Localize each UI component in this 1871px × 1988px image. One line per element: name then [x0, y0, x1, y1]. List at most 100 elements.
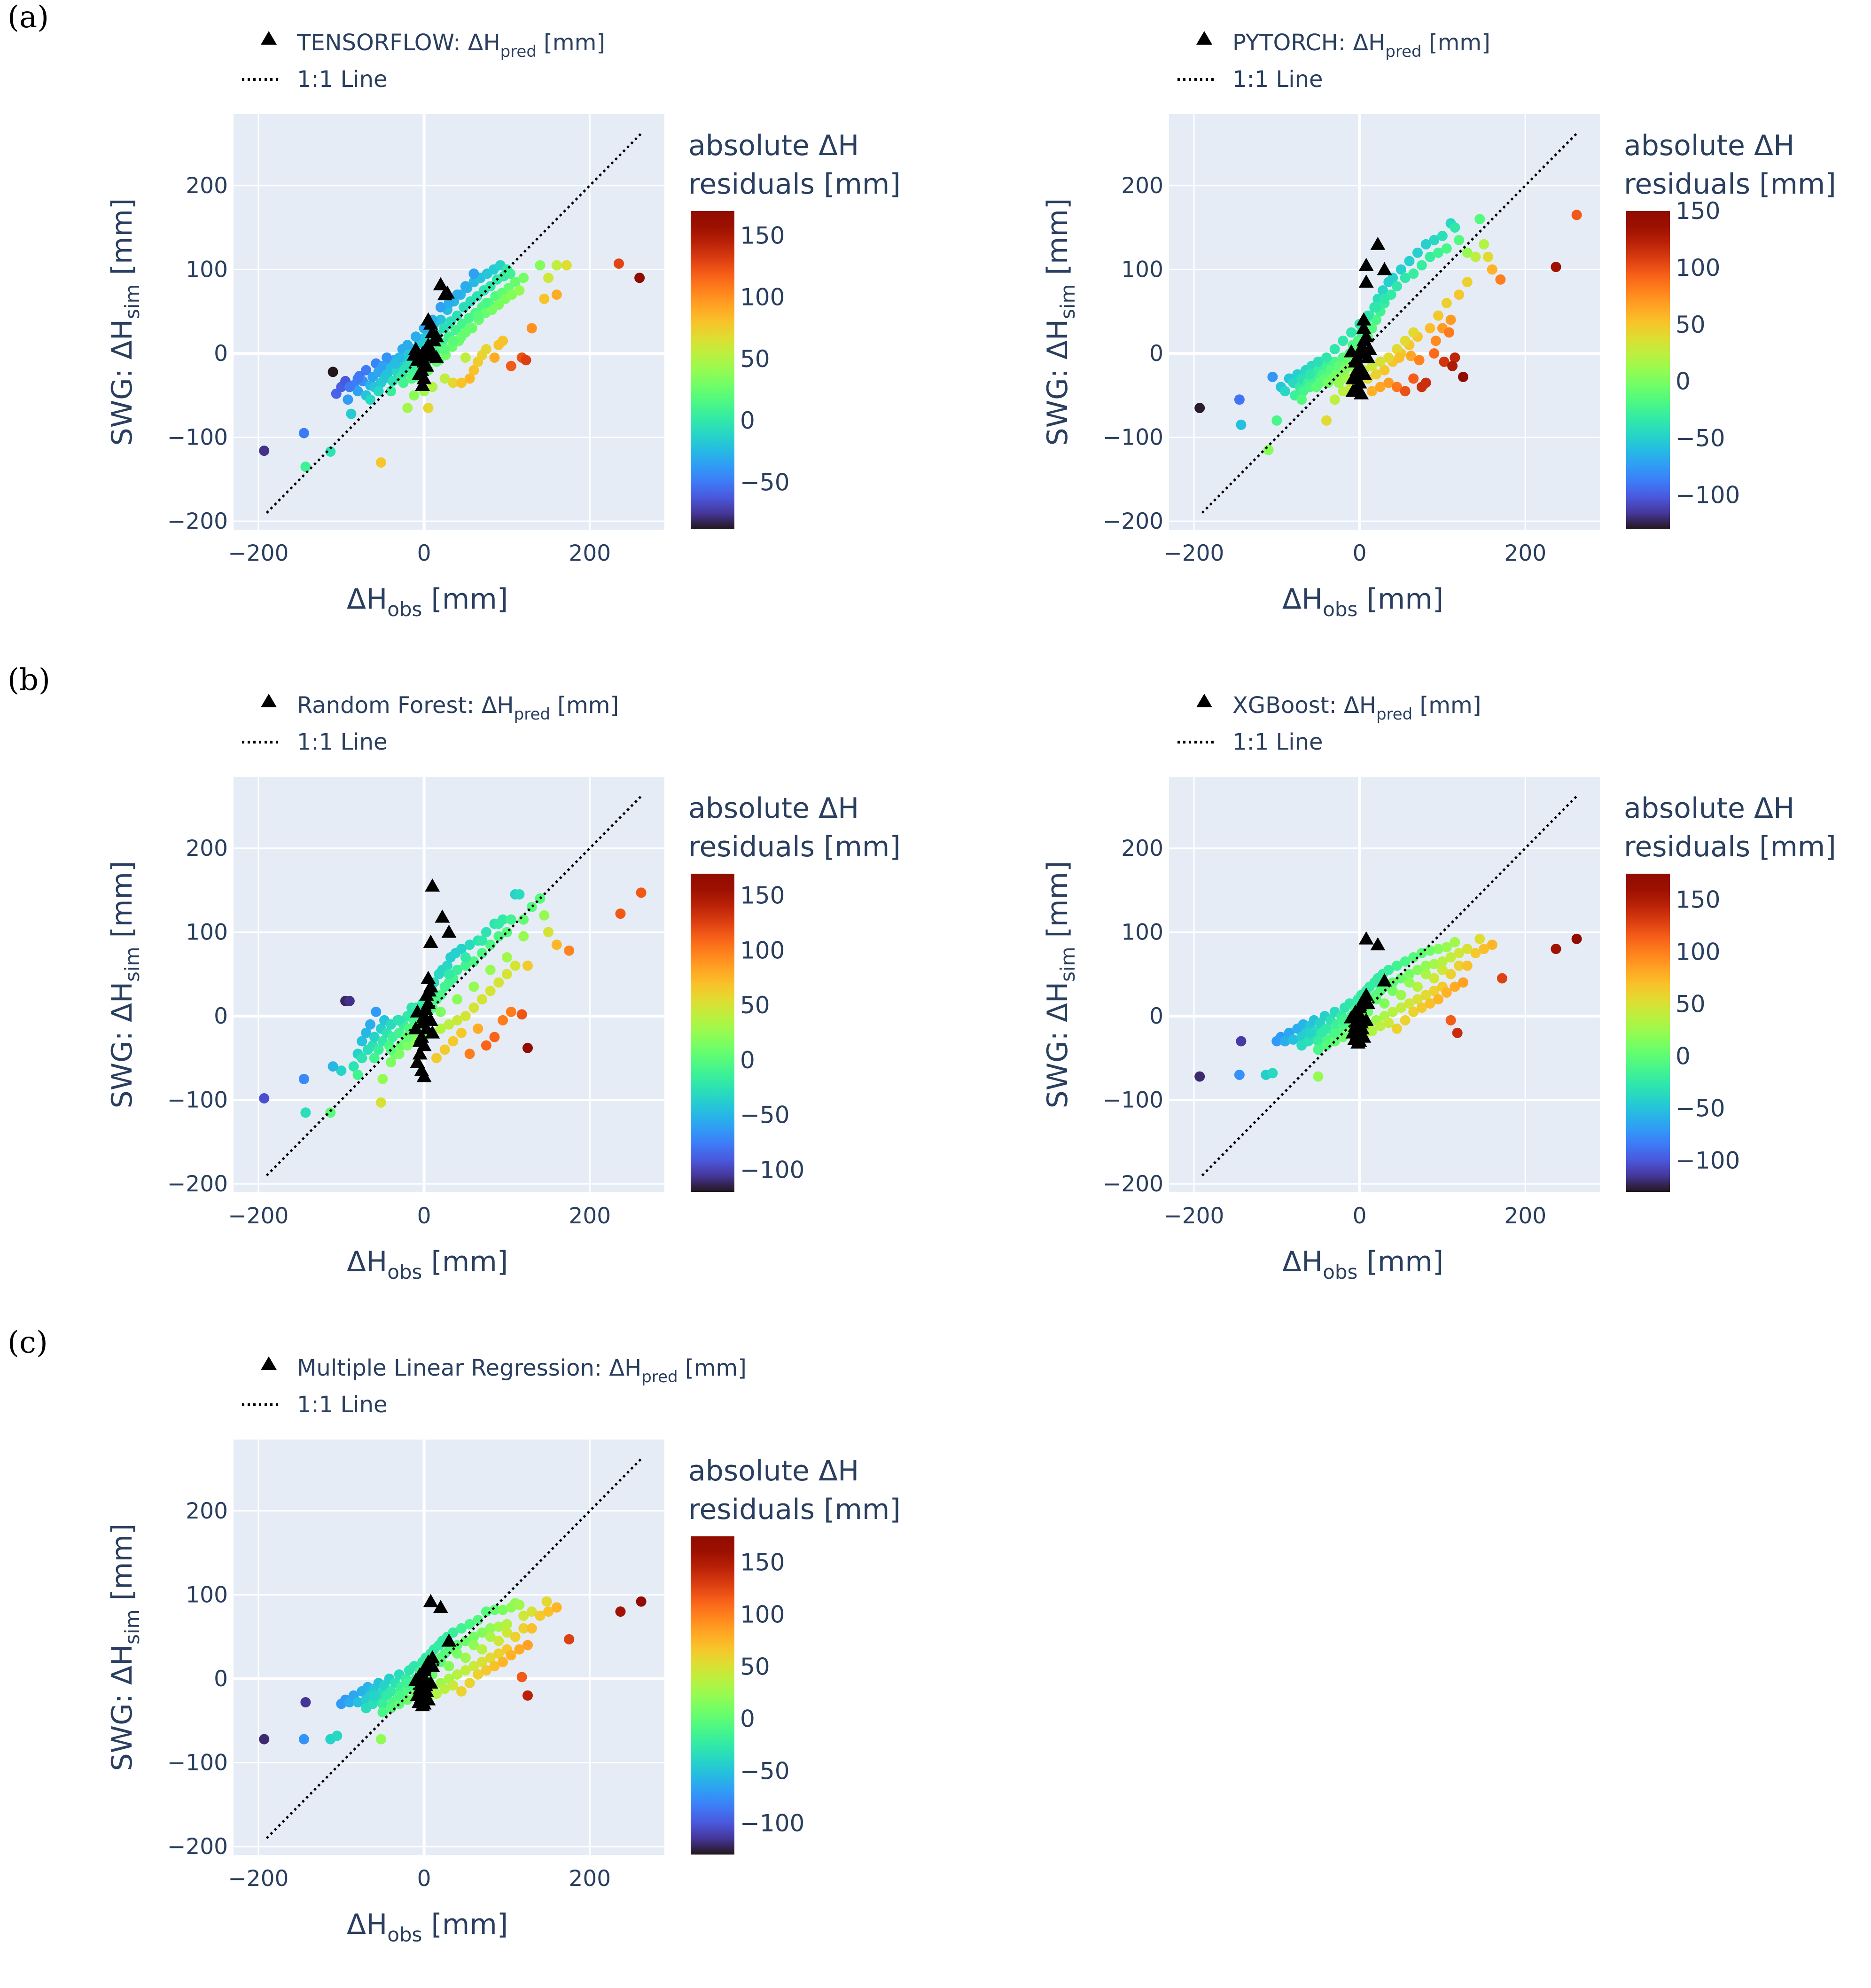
observed-point [431, 1053, 442, 1064]
observed-point [435, 302, 446, 313]
observed-point [448, 1680, 459, 1691]
colorbar-tick-label: 50 [1676, 990, 1706, 1017]
observed-point [1329, 344, 1340, 354]
observed-point [543, 927, 554, 938]
colorbar-title-line2: residuals [mm] [1624, 168, 1836, 201]
predicted-triangle [410, 1004, 425, 1018]
observed-point [327, 367, 338, 377]
observed-point [1420, 239, 1431, 250]
predicted-triangle [418, 1002, 434, 1015]
observed-point [298, 1073, 309, 1084]
plot-area [1169, 114, 1600, 530]
observed-point [402, 403, 413, 414]
observed-point [1392, 281, 1402, 292]
observed-point [1367, 1026, 1377, 1037]
identity-line [1201, 133, 1578, 514]
observed-point [460, 1652, 471, 1663]
y-tick-label: −200 [167, 509, 228, 534]
colorbar-title-line2: residuals [mm] [688, 830, 901, 863]
chart-svg: XGBoost: ΔHpred [mm] 1:1 Line −200 −100 0 100… [1041, 692, 1836, 1284]
observed-point [518, 1611, 529, 1621]
observed-point [518, 1623, 529, 1634]
observed-point [1571, 933, 1582, 944]
observed-point [485, 1623, 496, 1634]
predicted-triangle [423, 934, 438, 948]
predicted-triangle [1360, 350, 1376, 363]
colorbar-tick-label: −50 [740, 1102, 790, 1129]
observed-point [1412, 981, 1423, 992]
observed-point [1236, 1036, 1247, 1047]
observed-point [634, 273, 645, 283]
observed-point [1420, 377, 1431, 388]
observed-point [522, 1042, 533, 1053]
observed-point [510, 960, 521, 971]
observed-point [468, 1631, 479, 1642]
x-tick-label: 0 [1353, 1203, 1367, 1229]
observed-point [614, 258, 624, 269]
observed-point [1313, 1071, 1324, 1082]
predicted-triangle [1345, 371, 1361, 384]
observed-point [1429, 235, 1440, 245]
observed-point [394, 1015, 405, 1025]
y-tick-label: 100 [186, 257, 228, 282]
colorbar-title: absolute ΔH [688, 129, 859, 162]
observed-point [394, 1690, 405, 1701]
x-tick-label: −200 [228, 1203, 288, 1229]
observed-point [1450, 352, 1460, 363]
observed-point [1437, 956, 1448, 967]
observed-point [369, 1032, 380, 1042]
predicted-triangle [1377, 262, 1392, 275]
observed-point [464, 1619, 475, 1629]
scatter-chart: Random Forest: ΔHpred [mm] 1:1 Line −200 −1… [0, 663, 936, 1325]
observed-point [477, 1644, 487, 1655]
observed-point [510, 277, 521, 288]
x-tick-label: 200 [1504, 540, 1546, 566]
scatter-chart: TENSORFLOW: ΔHpred [mm] 1:1 Line −200 −100 0… [0, 0, 936, 663]
observed-point [435, 1023, 446, 1034]
observed-point [456, 331, 467, 342]
observed-point [518, 273, 529, 283]
observed-point [473, 1615, 483, 1625]
observed-point [346, 408, 357, 419]
observed-point [1321, 415, 1332, 426]
observed-point [1383, 352, 1394, 363]
observed-point [506, 360, 516, 371]
observed-point [394, 1049, 405, 1059]
observed-point [464, 373, 475, 384]
observed-point [423, 403, 434, 414]
observed-point [1338, 386, 1349, 397]
observed-point [325, 1107, 336, 1118]
predicted-triangle [437, 287, 452, 300]
observed-point [481, 1040, 491, 1051]
colorbar [691, 874, 734, 1192]
legend-pred-label: TENSORFLOW: ΔHpred [mm] [296, 30, 605, 61]
predicted-triangle [1343, 344, 1359, 358]
legend-pred-label: Random Forest: ΔHpred [mm] [297, 692, 619, 724]
observed-point [1321, 1040, 1332, 1051]
colorbar-tick-label: 100 [740, 937, 785, 964]
observed-point [501, 1627, 512, 1638]
observed-point [1404, 256, 1415, 266]
observed-point [543, 273, 554, 283]
observed-point [371, 1007, 382, 1017]
observed-point [481, 1665, 491, 1676]
observed-point [1433, 310, 1444, 321]
observed-point [521, 355, 531, 366]
panel-label: (a) [8, 0, 49, 35]
observed-point [1433, 994, 1444, 1005]
scatter-chart: Multiple Linear Regression: ΔHpred [mm] 1… [0, 1325, 936, 1988]
x-tick-label: −200 [228, 1866, 288, 1892]
predicted-triangle [410, 1688, 425, 1701]
legend-line-label: 1:1 Line [297, 1392, 388, 1418]
observed-point [1414, 355, 1425, 366]
predicted-triangle [441, 1633, 457, 1647]
observed-point [1367, 386, 1377, 397]
y-tick-label: −200 [1103, 1171, 1163, 1197]
observed-point [375, 1734, 386, 1745]
y-axis-title: SWG: ΔHsim [mm] [106, 198, 144, 446]
observed-point [473, 310, 483, 321]
observed-point [526, 1623, 537, 1634]
legend: XGBoost: ΔHpred [mm] 1:1 Line [1177, 692, 1481, 755]
observed-point [365, 394, 375, 405]
observed-point [386, 386, 397, 397]
